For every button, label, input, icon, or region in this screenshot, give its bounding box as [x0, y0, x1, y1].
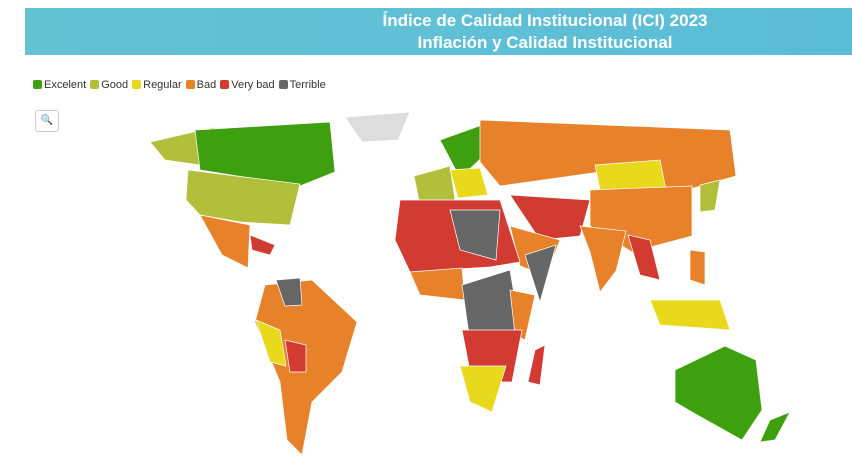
region [524, 244, 557, 304]
region [185, 169, 301, 226]
legend-swatch [90, 80, 100, 89]
legend-item[interactable]: Very bad [220, 79, 275, 91]
legend-label: Bad [196, 79, 217, 91]
region [527, 344, 546, 386]
region [579, 225, 627, 293]
region [449, 167, 489, 199]
legend-swatch [185, 80, 195, 89]
legend-swatch [132, 80, 142, 89]
subtitle: Inflación y Calidad Institucional [417, 33, 673, 52]
header-banner: Índice de Calidad Institucional (ICI) 20… [25, 8, 852, 55]
region [594, 159, 667, 191]
region [649, 299, 731, 331]
legend-swatch [278, 80, 288, 89]
legend-item[interactable]: Excelent [33, 79, 86, 91]
region [255, 319, 287, 367]
region [759, 411, 791, 443]
legend-label: Regular [143, 79, 182, 91]
region [689, 249, 706, 286]
region [275, 277, 303, 307]
legend-item[interactable]: Terrible [278, 79, 326, 91]
region [409, 267, 466, 301]
legend-item[interactable]: Regular [132, 79, 182, 91]
legend-label: Excelent [44, 79, 87, 91]
legend-label: Good [101, 79, 129, 91]
region [674, 345, 763, 441]
region [249, 234, 276, 256]
legend-label: Terrible [289, 79, 326, 91]
title: Índice de Calidad Institucional (ICI) 20… [382, 11, 708, 30]
legend-swatch [220, 80, 230, 89]
region [509, 194, 591, 241]
legend-item[interactable]: Good [90, 79, 128, 91]
zoom-button[interactable]: 🔍 [35, 110, 59, 132]
region [449, 209, 501, 261]
greenland [344, 111, 411, 143]
region [459, 365, 507, 413]
legend-label: Very bad [231, 79, 275, 91]
region [509, 289, 536, 341]
region [627, 234, 661, 281]
region [284, 339, 307, 373]
region [199, 214, 251, 269]
legend-item[interactable]: Bad [185, 79, 217, 91]
legend: Excelent Good Regular Bad Very bad Terrible [33, 79, 326, 91]
region [194, 121, 336, 187]
region [699, 179, 721, 213]
legend-swatch [33, 80, 42, 89]
